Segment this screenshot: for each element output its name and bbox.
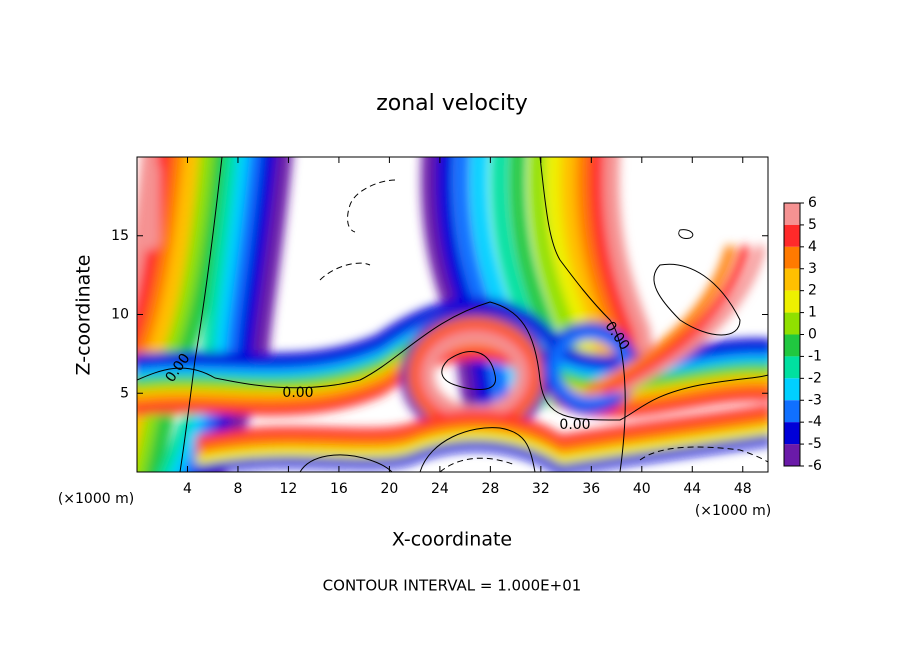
field-band — [195, 435, 768, 472]
field-band — [195, 415, 768, 455]
contour-line — [419, 427, 536, 472]
contour-line — [539, 157, 626, 472]
contour-line — [439, 457, 516, 472]
colorbar-label: 3 — [808, 261, 817, 277]
colorbar-band — [784, 290, 800, 313]
contour-line — [179, 157, 223, 472]
colorbar-label: 5 — [808, 217, 817, 233]
contour-label: 0.00 — [282, 385, 313, 401]
colorbar-label: -5 — [808, 436, 822, 452]
colorbar-label: -2 — [808, 370, 822, 386]
field-band — [603, 157, 660, 408]
contour-line — [299, 454, 393, 472]
colorbar-band — [784, 268, 800, 291]
contour-line — [137, 301, 768, 421]
colorbar-band — [784, 422, 800, 445]
colorbar-label: -4 — [808, 414, 822, 430]
colorbar-label: -1 — [808, 348, 822, 364]
footer: CONTOUR INTERVAL = 1.000E+01 — [323, 577, 582, 595]
field-band — [137, 157, 174, 355]
x-tick-label: 32 — [532, 481, 550, 497]
colorbar-band — [784, 444, 800, 466]
x-tick-label: 20 — [380, 481, 398, 497]
field-band — [615, 245, 765, 395]
x-tick-label: 40 — [633, 481, 651, 497]
x-axis-label: X-coordinate — [392, 529, 512, 551]
contour-label: 0.00 — [559, 417, 590, 433]
x-tick-label: 44 — [683, 481, 701, 497]
field-band — [195, 425, 768, 465]
colorbar-band — [784, 378, 800, 401]
y-unit: (×1000 m) — [58, 491, 134, 507]
colorbar-band — [784, 400, 800, 423]
colorbar-band — [784, 334, 800, 357]
colorbar-band — [784, 224, 800, 247]
y-tick-label: 15 — [111, 228, 129, 244]
colorbar-label: -3 — [808, 392, 822, 408]
colorbar-band — [784, 312, 800, 335]
field-band — [546, 157, 603, 408]
contour-line — [319, 262, 371, 281]
contour-line — [347, 179, 396, 233]
x-tick-label: 12 — [280, 481, 298, 497]
field-band — [600, 245, 750, 395]
x-tick-label: 16 — [330, 481, 348, 497]
field-band — [585, 245, 735, 395]
colorbar-label: 4 — [808, 239, 817, 255]
colorbar-band — [784, 246, 800, 269]
x-tick-label: 36 — [582, 481, 600, 497]
field-band — [137, 347, 768, 418]
contour-label: 0.00 — [527, 278, 554, 292]
colorbar-label: 6 — [808, 195, 817, 211]
y-axis-label: Z-coordinate — [73, 255, 95, 376]
colorbar-label: -6 — [808, 458, 822, 474]
x-tick-label: 28 — [481, 481, 499, 497]
chart-title: zonal velocity — [376, 91, 528, 116]
colorbar-label: 2 — [808, 283, 817, 299]
x-unit: (×1000 m) — [695, 503, 771, 519]
contour-line — [678, 229, 694, 239]
x-tick-label: 24 — [431, 481, 449, 497]
x-tick-label: 4 — [183, 481, 192, 497]
field-band — [529, 157, 586, 408]
y-tick-label: 10 — [111, 307, 129, 323]
field-band — [589, 157, 646, 408]
field-band — [195, 405, 768, 445]
colorbar-band — [784, 356, 800, 379]
field — [137, 157, 768, 472]
colorbar-band — [784, 203, 800, 225]
contour-line — [441, 351, 496, 390]
field-band — [576, 157, 633, 408]
x-tick-label: 48 — [734, 481, 752, 497]
colorbar-label: 1 — [808, 305, 817, 321]
contour-line — [639, 446, 768, 463]
colorbar-label: 0 — [808, 327, 817, 343]
x-tick-label: 8 — [233, 481, 242, 497]
field-band — [561, 157, 618, 408]
contour-line — [653, 263, 741, 336]
y-tick-label: 5 — [120, 385, 129, 401]
field-band — [509, 157, 566, 408]
